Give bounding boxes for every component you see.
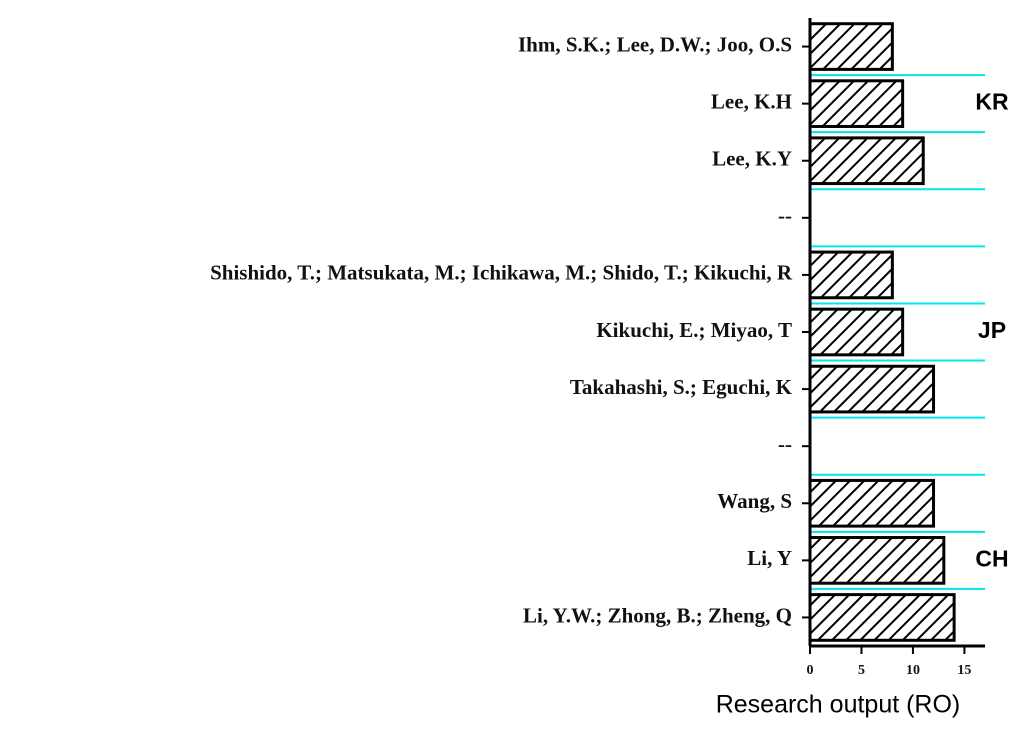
bar: [808, 364, 936, 414]
group-label: KR: [975, 89, 1009, 115]
bar: [808, 250, 894, 300]
bar: [808, 536, 946, 585]
category-label: Lee, K.H: [711, 89, 792, 113]
x-tick-label: 0: [807, 663, 814, 678]
group-label: CH: [975, 545, 1008, 571]
bar: [808, 307, 905, 357]
category-label: --: [778, 432, 792, 456]
x-tick-label: 15: [957, 663, 971, 678]
x-axis-title: Research output (RO): [716, 691, 961, 719]
bar: [808, 136, 925, 186]
x-tick-label: 5: [858, 663, 865, 678]
category-label: Lee, K.Y: [712, 147, 792, 171]
category-label: Ihm, S.K.; Lee, D.W.; Joo, O.S: [518, 32, 792, 56]
bar: [808, 79, 905, 128]
bar: [808, 22, 894, 71]
category-label: Kikuchi, E.; Miyao, T: [596, 318, 792, 342]
category-label: Li, Y.W.; Zhong, B.; Zheng, Q: [523, 603, 792, 627]
category-label: Takahashi, S.; Eguchi, K: [570, 375, 793, 399]
category-label: --: [778, 204, 792, 228]
category-label: Shishido, T.; Matsukata, M.; Ichikawa, M…: [210, 261, 793, 285]
x-tick-label: 10: [906, 663, 920, 678]
category-label: Wang, S: [717, 489, 792, 513]
group-label: JP: [978, 317, 1006, 343]
bar: [808, 478, 936, 528]
bar: [808, 593, 956, 642]
category-label: Li, Y: [747, 546, 792, 570]
